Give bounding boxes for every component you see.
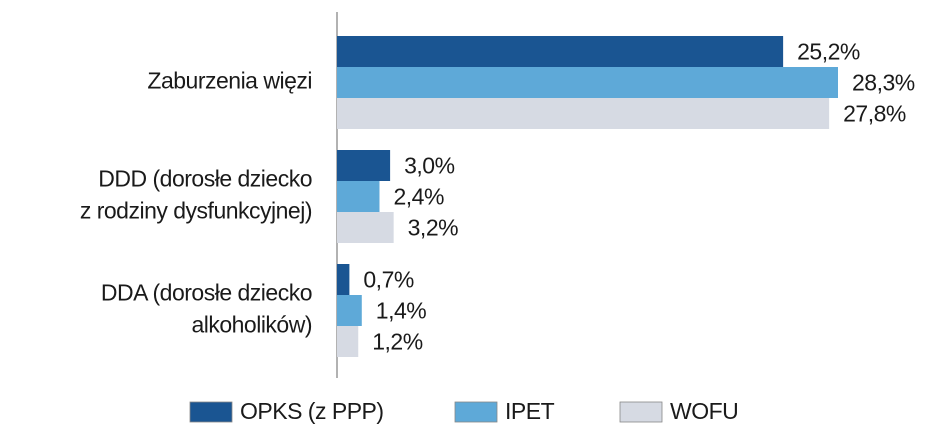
category-label: DDD (dorosłe dziecko z rodziny dysfunkcyj… — [80, 166, 312, 224]
value-label: 3,0% — [404, 153, 454, 179]
bar — [337, 295, 362, 326]
legend-swatch — [454, 401, 498, 423]
category-label: Zaburzenia więzi — [147, 68, 312, 94]
value-label: 2,4% — [393, 184, 443, 210]
value-label: 3,2% — [408, 215, 458, 241]
value-label: 25,2% — [797, 39, 860, 65]
value-label: 1,2% — [372, 329, 422, 355]
legend-swatch — [189, 401, 233, 423]
bar — [337, 150, 391, 181]
value-label: 0,7% — [363, 267, 413, 293]
legend-label: OPKS (z PPP) — [240, 398, 384, 424]
legend-swatch — [619, 401, 663, 423]
bar — [337, 264, 350, 295]
value-label: 1,4% — [376, 298, 426, 324]
bar — [337, 36, 784, 67]
category-label: DDA (dorosłe dziecko alkoholików) — [101, 280, 312, 338]
bar — [337, 212, 394, 243]
legend-label: WOFU — [670, 398, 738, 424]
value-label: 28,3% — [852, 70, 915, 96]
value-label: 27,8% — [843, 101, 906, 127]
bar — [337, 326, 359, 357]
bar — [337, 98, 830, 129]
bar — [337, 181, 380, 212]
legend-label: IPET — [505, 398, 555, 424]
bar — [337, 67, 838, 98]
